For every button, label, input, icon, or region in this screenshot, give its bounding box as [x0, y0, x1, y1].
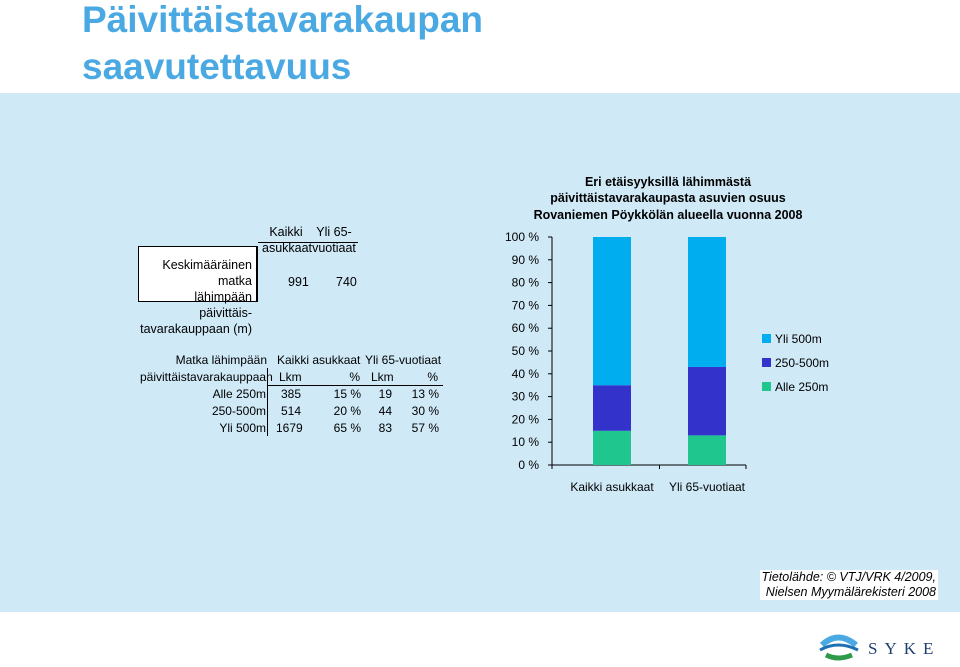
dist-vertical-line: [267, 368, 268, 436]
y-tick-label: 30 %: [512, 390, 540, 404]
average-distance-table: Kaikki asukkaat Yli 65- vuotiaat Keskimä…: [138, 224, 360, 336]
y-tick-label: 80 %: [512, 276, 540, 290]
dist-sub-pct-1: %: [349, 370, 360, 384]
chart-title-line-2: päivittäistavarakaupasta asuvien osuus: [550, 191, 786, 205]
page-title: Päivittäistavarakaupan saavutettavuus: [82, 0, 483, 90]
x-tick-label: Kaikki asukkaat: [570, 480, 654, 494]
legend-swatch: [762, 358, 771, 367]
avg-value-65: 740: [336, 275, 357, 289]
source-note: Tietolähde: © VTJ/VRK 4/2009, Nielsen My…: [759, 570, 938, 600]
y-tick-label: 40 %: [512, 367, 540, 381]
dist-row-label: Alle 250m: [212, 387, 266, 401]
dist-cell: 13 %: [411, 387, 439, 401]
legend-swatch: [762, 382, 771, 391]
bar-segment: [593, 237, 631, 386]
bar-segment: [688, 366, 726, 436]
syke-logo-text: SYKE: [868, 639, 938, 658]
y-tick-label: 50 %: [512, 344, 540, 358]
dist-cell: 1679: [276, 421, 303, 435]
y-tick-label: 90 %: [512, 253, 540, 267]
dist-row-label: Yli 500m: [219, 421, 266, 435]
dist-cell: 83: [378, 421, 392, 435]
dist-group-65: Yli 65-vuotiaat: [365, 353, 442, 367]
legend-swatch: [762, 334, 771, 343]
y-tick-label: 70 %: [512, 298, 540, 312]
top-band: [0, 0, 960, 93]
dist-row-header-2: päivittäistavarakauppaan: [140, 370, 273, 384]
legend-label: Yli 500m: [775, 332, 822, 346]
legend-label: Alle 250m: [775, 380, 828, 394]
bar-segment: [688, 237, 726, 367]
x-tick-label: Yli 65-vuotiaat: [669, 480, 746, 494]
y-tick-label: 10 %: [512, 435, 540, 449]
legend-label: 250-500m: [775, 356, 829, 370]
dist-cell: 65 %: [333, 421, 361, 435]
dist-cell: 385: [281, 387, 302, 401]
y-tick-label: 60 %: [512, 321, 540, 335]
y-tick-label: 100 %: [505, 230, 539, 244]
dist-sub-lkm-2: Lkm: [371, 370, 394, 384]
dist-cell: 44: [378, 404, 392, 418]
avg-value-all: 991: [288, 275, 309, 289]
bar-segment: [593, 385, 631, 431]
y-tick-label: 20 %: [512, 412, 540, 426]
syke-logo: SYKE: [819, 634, 938, 661]
dist-cell: 15 %: [333, 387, 361, 401]
dist-sub-lkm-1: Lkm: [279, 370, 302, 384]
bar-segment: [593, 430, 631, 465]
syke-logo-icon: [819, 634, 859, 661]
dist-row-label: 250-500m: [211, 404, 266, 418]
page-title-line-2: saavutettavuus: [82, 46, 352, 87]
page-title-line-1: Päivittäistavarakaupan: [82, 0, 484, 40]
bar-segment: [688, 435, 726, 465]
avg-row-label: Keskimääräinen matka lähimpään päivittäi…: [138, 246, 258, 336]
dist-cell: 514: [281, 404, 302, 418]
dist-cell: 30 %: [411, 404, 439, 418]
dist-cell: 20 %: [333, 404, 361, 418]
avg-header-line: [258, 242, 358, 243]
distance-table: Matka lähimpään päivittäistavarakauppaan…: [140, 352, 445, 437]
dist-cell: 19: [378, 387, 392, 401]
dist-header-line: [267, 385, 443, 386]
avg-col-all-header: Kaikki asukkaat: [262, 225, 313, 255]
dist-group-all: Kaikki asukkaat: [277, 353, 361, 367]
y-tick-label: 0 %: [518, 458, 539, 472]
dist-row-header-1: Matka lähimpään: [175, 353, 267, 367]
bottom-band: [0, 612, 960, 667]
dist-cell: 57 %: [411, 421, 439, 435]
chart-title-line-3: Rovaniemen Pöykkölän alueella vuonna 200…: [534, 208, 803, 222]
chart-title-line-1: Eri etäisyyksillä lähimmästä: [585, 175, 751, 189]
avg-col-65-header: Yli 65- vuotiaat: [312, 225, 356, 255]
dist-sub-pct-2: %: [427, 370, 438, 384]
